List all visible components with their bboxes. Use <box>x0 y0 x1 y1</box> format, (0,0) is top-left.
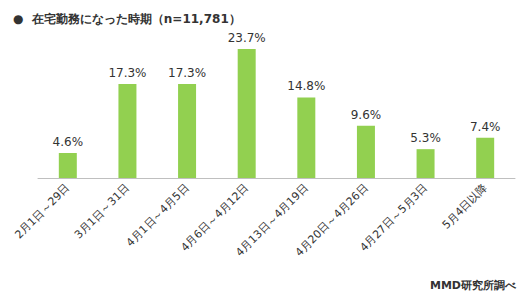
svg-text:4月20日～4月26日: 4月20日～4月26日 <box>292 181 371 260</box>
svg-text:4月6日～4月12日: 4月6日～4月12日 <box>178 181 252 255</box>
svg-text:4.6%: 4.6% <box>53 135 84 149</box>
svg-text:5.3%: 5.3% <box>410 131 441 145</box>
svg-text:14.8%: 14.8% <box>287 79 325 93</box>
svg-text:2月1日～29日: 2月1日～29日 <box>12 181 72 241</box>
svg-text:4月27日～5月3日: 4月27日～5月3日 <box>357 181 430 254</box>
svg-text:23.7%: 23.7% <box>228 31 266 45</box>
svg-text:17.3%: 17.3% <box>108 66 146 80</box>
svg-text:17.3%: 17.3% <box>168 66 206 80</box>
svg-text:4月1日～4月5日: 4月1日～4月5日 <box>124 181 192 249</box>
svg-text:7.4%: 7.4% <box>470 120 501 134</box>
svg-text:3月1日～31日: 3月1日～31日 <box>72 181 132 241</box>
svg-text:5月4日以降: 5月4日以降 <box>440 181 490 231</box>
svg-text:● 在宅勤務になった時期（n=11,781）: ● 在宅勤務になった時期（n=11,781） <box>13 12 241 26</box>
svg-text:9.6%: 9.6% <box>351 108 382 122</box>
svg-text:4月13日～4月19日: 4月13日～4月19日 <box>233 181 311 260</box>
svg-text:MMD研究所調べ: MMD研究所調べ <box>430 279 517 292</box>
